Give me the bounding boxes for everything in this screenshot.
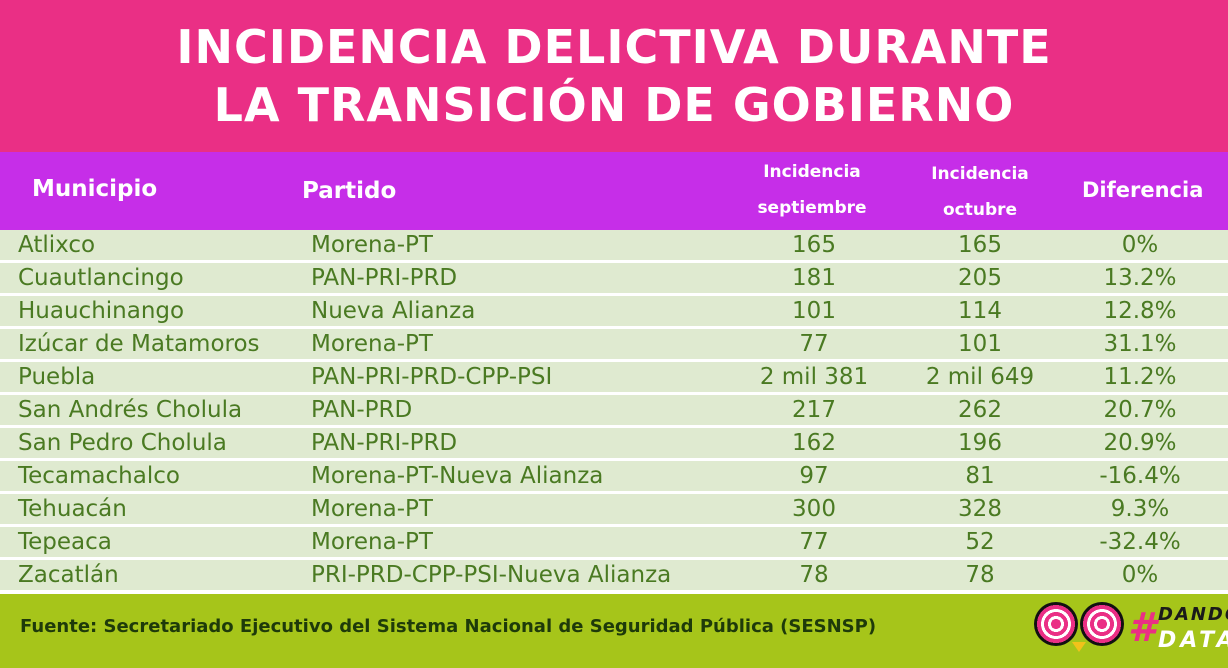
header-octubre-line2: octubre <box>942 200 1018 220</box>
table-row: Tecamachalco Morena-PT-Nueva Alianza 97 … <box>0 461 1228 491</box>
cell-partido: Morena-PT-Nueva Alianza <box>311 463 604 489</box>
cell-partido: PRI-PRD-CPP-PSI-Nueva Alianza <box>311 562 672 588</box>
cell-septiembre: 181 <box>792 265 836 291</box>
cell-partido: Morena-PT <box>311 232 433 258</box>
cell-municipio: Tecamachalco <box>18 463 180 489</box>
cell-septiembre: 300 <box>792 496 836 522</box>
table-row: Izúcar de Matamoros Morena-PT 77 101 31.… <box>0 329 1228 359</box>
cell-octubre: 101 <box>958 331 1002 357</box>
header-incidencia-septiembre: Incidencia septiembre <box>744 154 880 226</box>
table-header: Municipio Partido Incidencia septiembre … <box>0 152 1228 230</box>
logo-word-dando: DANDO <box>1158 604 1228 625</box>
cell-partido: PAN-PRI-PRD-CPP-PSI <box>311 364 553 390</box>
table-row: Tehuacán Morena-PT 300 328 9.3% <box>0 494 1228 524</box>
table-row: Huauchinango Nueva Alianza 101 114 12.8% <box>0 296 1228 326</box>
cell-octubre: 165 <box>958 232 1002 258</box>
cell-octubre: 78 <box>965 562 995 588</box>
cell-septiembre: 77 <box>799 331 829 357</box>
dando-data-logo: # DANDO DATA <box>1030 598 1228 662</box>
table-row: San Pedro Cholula PAN-PRI-PRD 162 196 20… <box>0 428 1228 458</box>
title-banner: INCIDENCIA DELICTIVA DURANTE LA TRANSICI… <box>0 0 1228 152</box>
table-row: Atlixco Morena-PT 165 165 0% <box>0 230 1228 260</box>
owl-eye-left-icon <box>1034 602 1078 646</box>
cell-septiembre: 162 <box>792 430 836 456</box>
cell-octubre: 2 mil 649 <box>925 364 1035 390</box>
table-row: San Andrés Cholula PAN-PRD 217 262 20.7% <box>0 395 1228 425</box>
logo-word-data: DATA <box>1158 628 1228 653</box>
header-octubre-line1: Incidencia <box>931 164 1029 184</box>
cell-diferencia: 9.3% <box>1110 496 1170 522</box>
cell-partido: Morena-PT <box>311 331 433 357</box>
cell-municipio: Tehuacán <box>18 496 127 522</box>
cell-octubre: 196 <box>958 430 1002 456</box>
header-partido: Partido <box>302 178 397 204</box>
header-incidencia-octubre: Incidencia octubre <box>912 156 1048 228</box>
cell-septiembre: 77 <box>799 529 829 555</box>
cell-diferencia: 31.1% <box>1103 331 1177 357</box>
cell-partido: Morena-PT <box>311 529 433 555</box>
cell-diferencia: 13.2% <box>1103 265 1177 291</box>
cell-municipio: Atlixco <box>18 232 96 258</box>
cell-octubre: 262 <box>958 397 1002 423</box>
cell-diferencia: 0% <box>1121 562 1159 588</box>
cell-diferencia: 12.8% <box>1103 298 1177 324</box>
table-row: Puebla PAN-PRI-PRD-CPP-PSI 2 mil 381 2 m… <box>0 362 1228 392</box>
cell-octubre: 114 <box>958 298 1002 324</box>
cell-municipio: Huauchinango <box>18 298 185 324</box>
table-row: Cuautlancingo PAN-PRI-PRD 181 205 13.2% <box>0 263 1228 293</box>
cell-partido: PAN-PRI-PRD <box>311 265 458 291</box>
source-note: Fuente: Secretariado Ejecutivo del Siste… <box>20 616 877 637</box>
cell-diferencia: 20.9% <box>1103 430 1177 456</box>
table-row: Zacatlán PRI-PRD-CPP-PSI-Nueva Alianza 7… <box>0 560 1228 590</box>
cell-diferencia: 20.7% <box>1103 397 1177 423</box>
cell-municipio: San Andrés Cholula <box>18 397 243 423</box>
owl-eye-right-icon <box>1080 602 1124 646</box>
table-row: Tepeaca Morena-PT 77 52 -32.4% <box>0 527 1228 557</box>
cell-partido: Nueva Alianza <box>311 298 476 324</box>
cell-diferencia: 11.2% <box>1103 364 1177 390</box>
cell-septiembre: 101 <box>792 298 836 324</box>
cell-partido: PAN-PRI-PRD <box>311 430 458 456</box>
header-diferencia: Diferencia <box>1082 178 1204 202</box>
title-line-2: LA TRANSICIÓN DE GOBIERNO <box>213 78 1015 132</box>
logo-hash: # <box>1128 605 1156 651</box>
cell-diferencia: -32.4% <box>1099 529 1181 555</box>
cell-partido: PAN-PRD <box>311 397 413 423</box>
cell-septiembre: 165 <box>792 232 836 258</box>
header-septiembre-line1: Incidencia <box>763 162 861 182</box>
cell-diferencia: 0% <box>1121 232 1159 258</box>
cell-septiembre: 2 mil 381 <box>759 364 869 390</box>
cell-septiembre: 78 <box>799 562 829 588</box>
cell-partido: Morena-PT <box>311 496 433 522</box>
cell-municipio: Cuautlancingo <box>18 265 184 291</box>
cell-octubre: 52 <box>965 529 995 555</box>
header-septiembre-line2: septiembre <box>757 198 867 218</box>
cell-septiembre: 217 <box>792 397 836 423</box>
cell-septiembre: 97 <box>799 463 829 489</box>
header-municipio: Municipio <box>32 176 158 202</box>
cell-municipio: Izúcar de Matamoros <box>18 331 260 357</box>
cell-octubre: 328 <box>958 496 1002 522</box>
cell-diferencia: -16.4% <box>1099 463 1181 489</box>
cell-municipio: Zacatlán <box>18 562 119 588</box>
cell-octubre: 81 <box>965 463 995 489</box>
table-body: Atlixco Morena-PT 165 165 0% Cuautlancin… <box>0 230 1228 594</box>
cell-municipio: Puebla <box>18 364 96 390</box>
cell-octubre: 205 <box>958 265 1002 291</box>
title-line-1: INCIDENCIA DELICTIVA DURANTE <box>176 20 1052 74</box>
cell-municipio: San Pedro Cholula <box>18 430 227 456</box>
owl-beak-icon <box>1072 642 1086 652</box>
cell-municipio: Tepeaca <box>18 529 112 555</box>
footer-band: Fuente: Secretariado Ejecutivo del Siste… <box>0 594 1228 668</box>
